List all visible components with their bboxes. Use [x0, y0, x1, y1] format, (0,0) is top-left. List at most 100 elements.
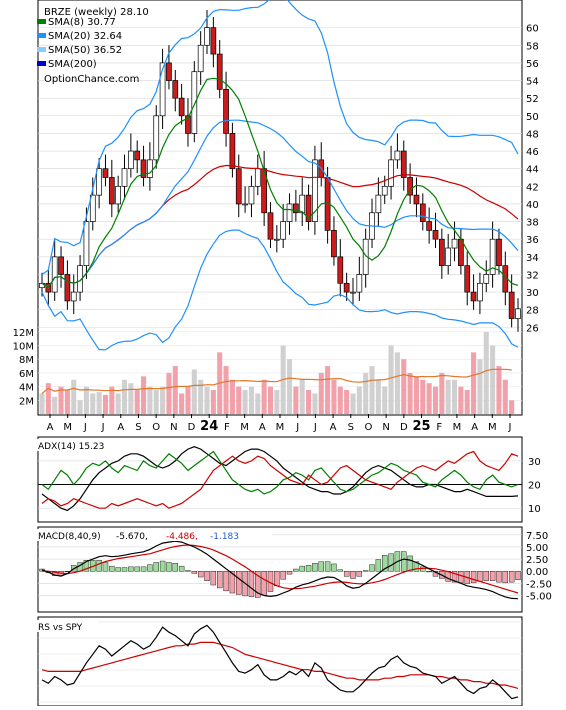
candle-body — [166, 62, 172, 81]
candle-body — [229, 133, 236, 170]
macd-histogram-bar — [261, 571, 267, 596]
candle-body — [331, 230, 337, 258]
volume-bar — [83, 386, 89, 414]
candle-body — [134, 150, 141, 161]
volume-bar — [471, 352, 477, 414]
candle-body — [286, 203, 293, 222]
candle-body — [89, 194, 96, 222]
macd-histogram-bar — [356, 571, 363, 577]
candle-body — [438, 238, 445, 267]
volume-bar — [160, 386, 166, 414]
candle-body — [496, 238, 502, 267]
sma8-line — [41, 77, 519, 289]
candle-body — [394, 150, 401, 161]
x-axis-label: A — [471, 422, 478, 433]
macd-histogram-bar — [502, 571, 509, 584]
volume-bar — [210, 390, 216, 414]
x-axis-label: A — [117, 422, 124, 433]
candle-body — [350, 291, 356, 294]
volume-bar — [255, 393, 261, 414]
volume-bar — [477, 359, 483, 414]
candle-body — [337, 256, 344, 284]
candle-body — [267, 212, 274, 240]
macd-tick-label: 5.00 — [526, 543, 548, 554]
candle-body — [248, 185, 255, 205]
volume-bar — [179, 393, 185, 414]
volume-bar — [191, 369, 197, 414]
macd-histogram-bar — [375, 559, 382, 572]
adx-tick-label: 20 — [528, 481, 541, 492]
volume-bar — [45, 383, 51, 414]
candle-body — [477, 282, 483, 302]
price-tick-label: 28 — [526, 306, 539, 317]
volume-tick-label: 8M — [19, 355, 34, 366]
macd-tick-label: -2.50 — [526, 579, 552, 590]
x-axis-label: 25 — [412, 419, 430, 434]
candle-body — [197, 44, 204, 73]
chart-marks — [39, 0, 521, 700]
volume-bar — [306, 390, 312, 414]
panel-backgrounds — [37, 0, 523, 707]
price-tick-label: 42 — [526, 182, 539, 193]
price-tick-label: 54 — [526, 77, 539, 88]
macd-signal-label: -4.486, — [166, 532, 198, 542]
macd-histogram-bar — [286, 571, 293, 575]
candle-body — [375, 194, 382, 214]
volume-bar — [115, 393, 121, 414]
volume-average-line — [41, 368, 512, 394]
price-tick-label: 30 — [526, 288, 539, 299]
x-axis-label: F — [224, 422, 230, 433]
candle-body — [51, 256, 58, 293]
volume-tick-label: 6M — [19, 369, 34, 380]
candle-body — [140, 159, 147, 178]
candle-body — [210, 27, 217, 55]
macd-histogram-bar — [293, 568, 299, 572]
macd-histogram-bar — [109, 565, 115, 572]
macd-histogram-bar — [204, 571, 210, 581]
x-axis-label: M — [276, 422, 285, 433]
volume-bar — [147, 386, 153, 414]
volume-bar — [134, 390, 140, 414]
macd-histogram-bar — [178, 565, 185, 572]
macd-hist-label: -1.183 — [210, 532, 239, 542]
candle-body — [381, 185, 388, 196]
macd-histogram-bar — [369, 564, 375, 572]
macd-histogram-bar — [255, 571, 261, 598]
price-tick-label: 46 — [526, 147, 539, 158]
price-panel-frame — [37, 0, 523, 416]
macd-histogram-bar — [458, 571, 464, 584]
volume-bar — [293, 386, 299, 414]
volume-bar — [325, 366, 331, 414]
volume-bar — [509, 400, 515, 414]
volume-bar — [204, 386, 210, 414]
x-axis-label: O — [152, 422, 160, 433]
volume-bar — [286, 359, 293, 414]
macd-tick-label: 0.00 — [526, 567, 548, 578]
candle-body — [464, 265, 471, 293]
x-axis-label: O — [365, 422, 373, 433]
candle-body — [108, 177, 115, 205]
rs-average-line — [41, 641, 519, 689]
x-axis-label: S — [135, 422, 141, 433]
volume-bar — [420, 379, 426, 414]
x-axis-label: J — [313, 422, 317, 433]
macd-histogram-bar — [496, 571, 502, 583]
legend-sma20: SMA(20) 32.64 — [48, 31, 122, 42]
volume-bar — [356, 386, 362, 414]
candle-body — [400, 150, 407, 178]
macd-histogram-bar — [470, 571, 477, 584]
x-axis-label: J — [83, 422, 87, 433]
volume-bar — [337, 386, 343, 414]
x-axis-label: M — [240, 422, 249, 433]
volume-bar — [312, 393, 318, 414]
candle-body — [299, 194, 306, 214]
x-axis-label: M — [453, 422, 462, 433]
volume-bar — [229, 379, 235, 414]
macd-value-label: -5.670, — [116, 532, 148, 542]
macd-histogram-bar — [343, 571, 350, 577]
volume-bar — [141, 376, 147, 414]
candle-body — [280, 221, 287, 240]
candle-body — [242, 203, 248, 206]
volume-bar — [267, 386, 274, 414]
volume-bar — [413, 376, 419, 414]
